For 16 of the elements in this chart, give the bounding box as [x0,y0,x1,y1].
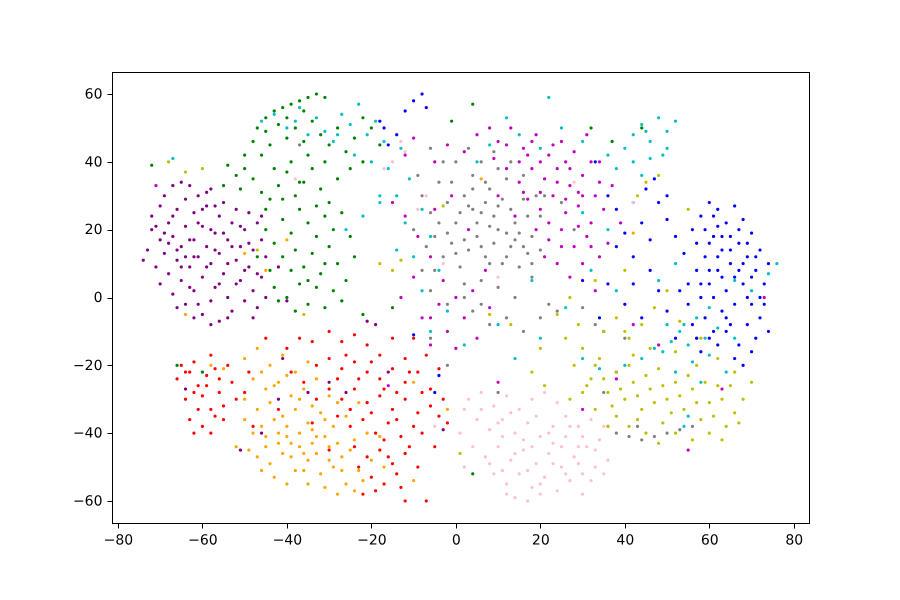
x-tick-label: 20 [532,532,550,548]
x-tick-label: 0 [452,532,461,548]
y-tick-label: 0 [94,290,102,306]
y-tick-label: −20 [72,358,102,374]
x-tick-label: −40 [272,532,302,548]
x-tick-label: −80 [104,532,134,548]
y-tick-label: −60 [72,493,102,510]
y-tick-label: −40 [72,426,102,442]
y-tick-label: 60 [84,86,102,103]
y-tick-label: 40 [84,154,102,170]
x-tick-label: −60 [188,532,218,548]
x-tick-label: −20 [357,532,387,548]
y-tick-label: 20 [84,222,102,238]
x-tick-label: 60 [700,532,719,548]
x-tick-label: 40 [616,532,634,548]
x-tick-label: 80 [785,532,804,548]
